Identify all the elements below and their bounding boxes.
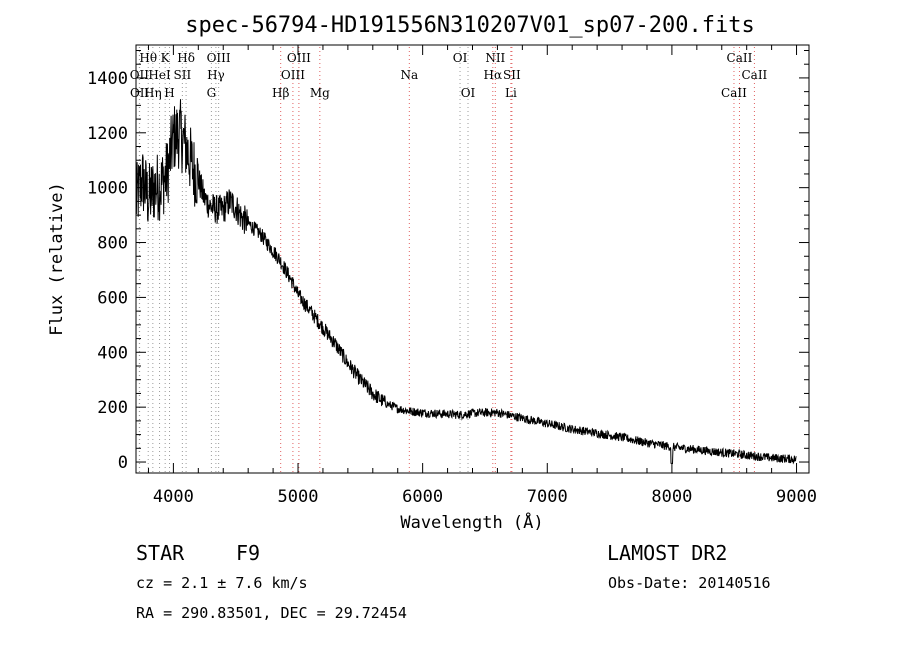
line-marker-label: Hα <box>484 68 503 82</box>
y-tick-label: 1400 <box>87 69 128 89</box>
y-tick-label: 400 <box>97 343 128 363</box>
line-marker-label: OIII <box>207 51 231 65</box>
line-marker-label: Mg <box>310 86 330 100</box>
flux-series <box>135 99 797 465</box>
observation-date: Obs-Date: 20140516 <box>608 574 771 592</box>
x-tick-label: 4000 <box>153 487 194 507</box>
coordinates: RA = 290.83501, DEC = 29.72454 <box>136 604 407 622</box>
line-marker-label: H <box>164 86 174 100</box>
x-tick-label: 6000 <box>402 487 443 507</box>
object-class: STAR <box>136 541 185 565</box>
y-tick-label: 0 <box>118 453 128 473</box>
axis-ticks: 4000 5000 6000 7000 8000 9000 0 200 400 600 800 100… <box>87 45 817 507</box>
line-marker-label: CaII <box>721 86 747 100</box>
line-marker-label: OI <box>461 86 476 100</box>
y-tick-label: 600 <box>97 288 128 308</box>
line-marker-label: OII <box>130 86 150 100</box>
survey-name: LAMOST DR2 <box>607 541 728 565</box>
flux-line <box>135 99 797 465</box>
line-marker-label: Hδ <box>177 51 195 65</box>
x-tick-label: 5000 <box>278 487 319 507</box>
line-marker-label: Hβ <box>272 86 289 100</box>
x-axis-label: Wavelength (Å) <box>400 511 543 533</box>
x-tick-label: 7000 <box>527 487 568 507</box>
line-marker-label: Hη <box>144 86 162 100</box>
x-tick-label: 9000 <box>776 487 817 507</box>
line-marker-label: OIII <box>287 51 311 65</box>
y-tick-label: 1200 <box>87 124 128 144</box>
line-marker-label: CaII <box>741 68 767 82</box>
y-axis-label: Flux (relative) <box>47 182 67 336</box>
redshift-velocity: cz = 2.1 ± 7.6 km/s <box>136 574 308 592</box>
spectral-subclass: F9 <box>236 541 261 565</box>
y-tick-label: 200 <box>97 398 128 418</box>
y-tick-label: 800 <box>97 234 128 254</box>
line-marker-label: Na <box>400 68 418 82</box>
line-marker-label: Hθ <box>139 51 157 65</box>
line-marker-label: HeI <box>148 68 171 82</box>
line-marker-label: CaII <box>727 51 753 65</box>
chart-title: spec-56794-HD191556N310207V01_sp07-200.f… <box>185 13 755 38</box>
line-marker-label: G <box>207 86 217 100</box>
line-marker-label: OI <box>453 51 468 65</box>
line-marker-label: K <box>161 51 171 65</box>
y-tick-label: 1000 <box>87 179 128 199</box>
line-marker-label: Li <box>505 86 517 100</box>
line-marker-label: Hγ <box>207 68 225 82</box>
x-tick-label: 8000 <box>651 487 692 507</box>
line-marker-label: OIII <box>281 68 305 82</box>
line-marker-label: SII <box>174 68 192 82</box>
line-marker-label: NII <box>485 51 505 65</box>
line-marker-label: SII <box>503 68 521 82</box>
